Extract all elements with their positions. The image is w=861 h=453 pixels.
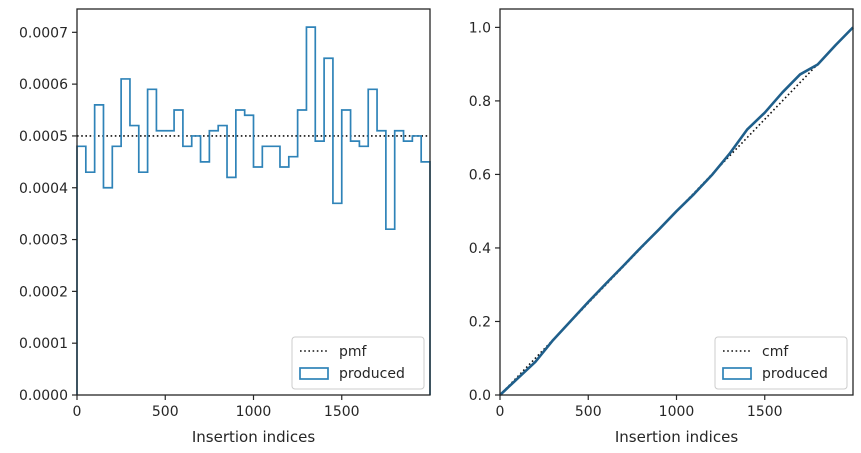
x-tick-label: 0: [496, 404, 505, 420]
legend-box: [714, 336, 848, 390]
cmf-cumulative-chart: 0 500 1000 1500 0.0 0.2 0.4 0.6 0.8 1.0 Insertion …: [469, 8, 854, 446]
pmf-histogram-chart: 0 500 1000 1500 0.0000 0.0001 0.0002 0.0003 0.00…: [19, 8, 431, 446]
y-tick-label: 0.0003: [19, 233, 68, 249]
y-tick-label: 0.0005: [19, 129, 68, 145]
y-tick-label: 0.8: [469, 94, 491, 110]
series-produced-line: [499, 26, 854, 396]
y-tick-label: 1.0: [469, 20, 491, 36]
legend-patch-icon: [722, 367, 752, 380]
x-tick-label: 500: [575, 404, 602, 420]
legend-box: [291, 336, 425, 390]
y-tick-label: 0.0007: [19, 25, 68, 41]
x-tick-label: 1500: [747, 404, 783, 420]
x-tick-label: 1500: [324, 404, 360, 420]
x-tick-label: 500: [152, 404, 179, 420]
x-axis-label: Insertion indices: [192, 428, 315, 446]
y-tick-label: 0.0: [469, 388, 491, 404]
y-tick-label: 0.4: [469, 241, 491, 257]
y-tick-label: 0.6: [469, 167, 491, 183]
y-tick-label: 0.0000: [19, 388, 68, 404]
legend-patch-icon: [299, 367, 329, 380]
x-axis-label: Insertion indices: [615, 428, 738, 446]
legend: pmf produced: [291, 336, 425, 390]
legend-label: cmf: [762, 344, 789, 360]
x-tick-label: 1000: [236, 404, 272, 420]
y-tick-label: 0.2: [469, 314, 491, 330]
x-tick-label: 0: [73, 404, 82, 420]
x-tick-label: 1000: [659, 404, 695, 420]
legend: cmf produced: [714, 336, 848, 390]
y-tick-label: 0.0001: [19, 336, 68, 352]
y-tick-label: 0.0004: [19, 181, 68, 197]
y-tick-label: 0.0006: [19, 77, 68, 93]
legend-label: pmf: [339, 344, 368, 360]
legend-label: produced: [762, 366, 828, 382]
y-tick-label: 0.0002: [19, 284, 68, 300]
series-produced-step: [76, 26, 431, 395]
legend-label: produced: [339, 366, 405, 382]
